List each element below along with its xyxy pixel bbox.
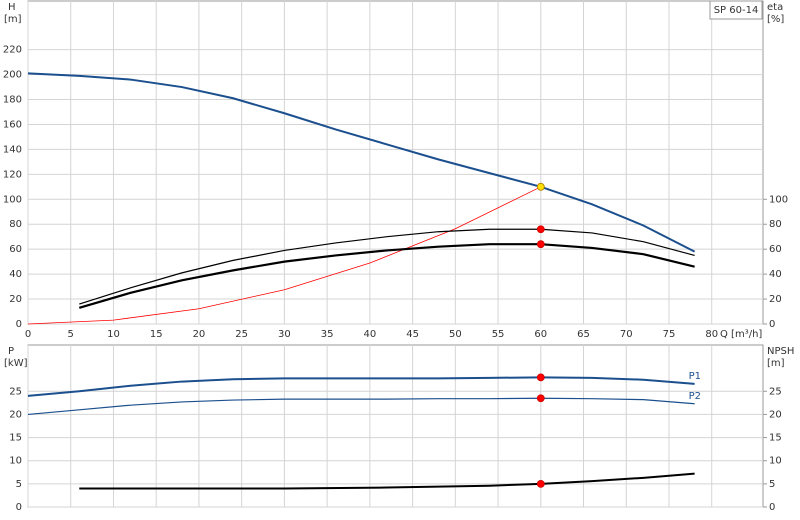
y-label: H — [8, 2, 16, 13]
plot-area — [27, 344, 764, 508]
y-tick-label: 180 — [3, 95, 22, 106]
curve — [27, 397, 695, 416]
x-tick-label: 20 — [193, 329, 206, 340]
y-tick-label: 40 — [9, 269, 22, 280]
y-tick-label: 220 — [3, 45, 22, 56]
plot-area — [27, 0, 764, 325]
y2-unit: [%] — [767, 14, 784, 25]
y2-unit: [m] — [767, 358, 785, 369]
curve — [27, 72, 696, 253]
y2-label: eta — [767, 2, 783, 13]
operating-point — [536, 479, 545, 488]
x-tick-label: 5 — [68, 329, 74, 340]
curve — [27, 186, 541, 325]
y2-tick-label: 20 — [769, 409, 782, 420]
x-tick-label: 70 — [620, 329, 633, 340]
y-unit: [kW] — [4, 358, 28, 369]
y-tick-label: 200 — [3, 70, 22, 81]
curve — [79, 228, 695, 305]
y-tick-label: 140 — [3, 144, 22, 155]
operating-point — [536, 240, 545, 249]
x-tick-label: 80 — [705, 329, 718, 340]
x-tick-label: 25 — [235, 329, 248, 340]
x-tick-label: 50 — [449, 329, 462, 340]
y-tick-label: 0 — [16, 319, 22, 330]
y-tick-label: 25 — [9, 386, 22, 397]
y-tick-label: 0 — [16, 502, 22, 513]
y-label: P — [8, 346, 14, 357]
y2-label: NPSH — [767, 346, 794, 357]
title-box — [709, 0, 763, 20]
x-tick-label: 30 — [278, 329, 291, 340]
y2-tick-label: 0 — [769, 319, 775, 330]
x-tick-label: 10 — [107, 329, 120, 340]
y2-tick-label: 25 — [769, 386, 782, 397]
y-tick-label: 15 — [9, 433, 22, 444]
x-label: Q [m³/h] — [720, 329, 762, 340]
y2-tick-label: 40 — [769, 269, 782, 280]
y2-tick-label: 80 — [769, 219, 782, 230]
y-tick-label: 100 — [3, 194, 22, 205]
x-tick-label: 65 — [577, 329, 590, 340]
y2-tick-label: 60 — [769, 244, 782, 255]
x-tick-label: 35 — [321, 329, 334, 340]
operating-point — [536, 225, 545, 234]
y-tick-label: 160 — [3, 119, 22, 130]
x-tick-label: 0 — [25, 329, 31, 340]
y-tick-label: 60 — [9, 244, 22, 255]
series-label: P2 — [689, 391, 701, 402]
x-tick-label: 15 — [150, 329, 163, 340]
curve — [78, 243, 695, 309]
x-tick-label: 75 — [663, 329, 676, 340]
y-tick-label: 10 — [9, 456, 22, 467]
y-tick-label: 20 — [9, 409, 22, 420]
y2-tick-label: 5 — [769, 479, 775, 490]
series-label: P1 — [689, 371, 701, 382]
operating-point — [536, 394, 545, 403]
x-tick-label: 40 — [363, 329, 376, 340]
operating-point — [536, 373, 545, 382]
curve — [27, 376, 695, 397]
chart-title: SP 60-14 — [714, 5, 759, 16]
y2-tick-label: 20 — [769, 294, 782, 305]
y2-tick-label: 15 — [769, 433, 782, 444]
y2-tick-label: 100 — [769, 194, 788, 205]
x-tick-label: 60 — [534, 329, 547, 340]
x-tick-label: 45 — [406, 329, 419, 340]
y-unit: [m] — [4, 14, 22, 25]
operating-point — [536, 182, 545, 191]
y-tick-label: 5 — [16, 479, 22, 490]
y-tick-label: 120 — [3, 169, 22, 180]
y2-tick-label: 10 — [769, 456, 782, 467]
curve — [79, 472, 695, 490]
x-tick-label: 55 — [492, 329, 505, 340]
y-tick-label: 80 — [9, 219, 22, 230]
y-tick-label: 20 — [9, 294, 22, 305]
y2-tick-label: 0 — [769, 502, 775, 513]
